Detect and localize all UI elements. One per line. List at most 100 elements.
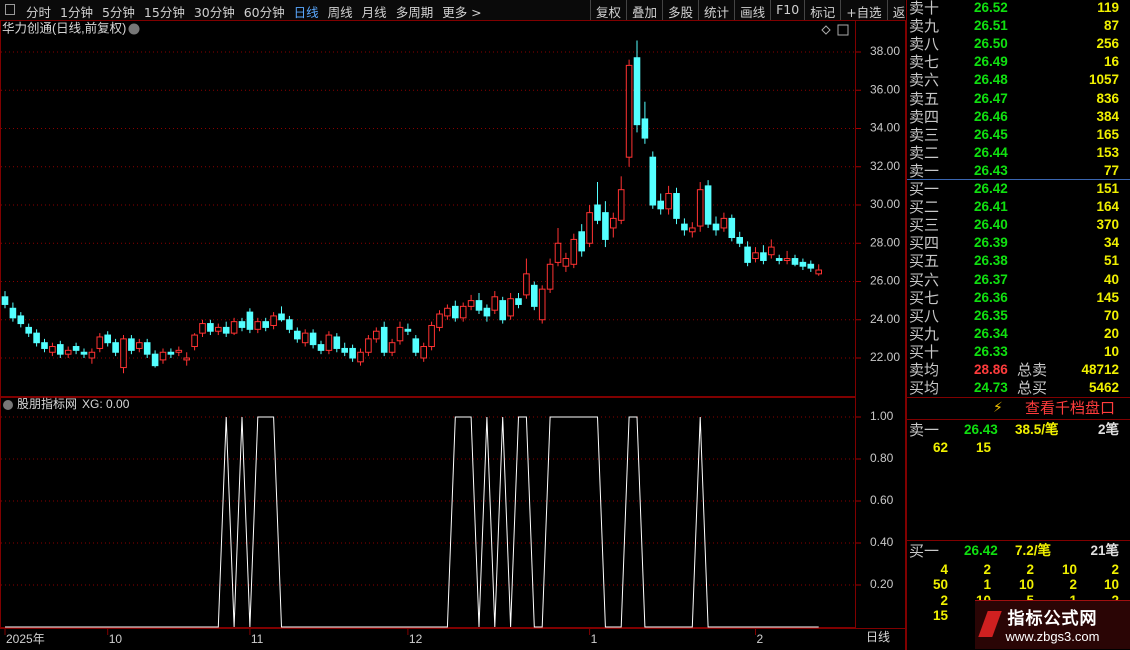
candle-body bbox=[562, 258, 570, 267]
candle-body bbox=[728, 217, 736, 239]
summary-label: 总买 bbox=[1017, 379, 1048, 397]
candle-body bbox=[128, 338, 135, 351]
tool-button[interactable]: 统计 bbox=[698, 0, 734, 20]
candle-body bbox=[183, 357, 190, 361]
candle-body bbox=[712, 223, 720, 231]
book-volume: 145 bbox=[1096, 289, 1119, 305]
book-volume: 70 bbox=[1103, 307, 1119, 323]
book-level: 买十 bbox=[909, 342, 940, 361]
date-label: 1 bbox=[591, 632, 598, 646]
tool-button[interactable]: 叠加 bbox=[626, 0, 662, 20]
title-menu-icon[interactable] bbox=[128, 23, 140, 35]
queue-order: 4 bbox=[940, 562, 948, 577]
queue-order: 1 bbox=[983, 577, 991, 593]
summary-price: 24.73 bbox=[974, 380, 1008, 395]
candle-body bbox=[570, 238, 578, 265]
book-price: 26.47 bbox=[974, 90, 1008, 106]
watermark-url: www.zbgs3.com bbox=[1005, 629, 1100, 644]
candle-body bbox=[625, 64, 633, 158]
book-price: 26.44 bbox=[974, 144, 1008, 160]
panel-divider bbox=[907, 540, 1130, 541]
indicator-frame bbox=[0, 397, 856, 628]
candle-body bbox=[104, 334, 112, 344]
y-tick-label: 22.00 bbox=[870, 350, 900, 364]
candle-body bbox=[704, 185, 712, 225]
period-tab[interactable]: 60分钟 bbox=[243, 5, 285, 20]
queue-order: 2 bbox=[1069, 577, 1077, 593]
candle-body bbox=[689, 227, 696, 233]
book-volume: 256 bbox=[1096, 36, 1119, 52]
candle-body bbox=[531, 284, 538, 307]
candle-body bbox=[657, 200, 665, 210]
y-tick-label: 0.20 bbox=[870, 577, 894, 591]
candle-body bbox=[17, 315, 25, 325]
candle-body bbox=[760, 252, 767, 261]
candle-body bbox=[491, 296, 499, 311]
panel-divider bbox=[907, 397, 1130, 398]
candle-body bbox=[72, 346, 80, 351]
tool-button[interactable]: 多股 bbox=[662, 0, 698, 20]
period-tab[interactable]: 5分钟 bbox=[101, 5, 135, 20]
period-tab[interactable]: 更多 > bbox=[442, 5, 482, 20]
book-volume: 836 bbox=[1096, 90, 1119, 106]
date-label: 2025年 bbox=[6, 632, 45, 646]
menu-icon[interactable] bbox=[5, 4, 15, 15]
panel-divider bbox=[907, 419, 1130, 420]
period-tab[interactable]: 周线 bbox=[327, 5, 353, 20]
candle-body bbox=[412, 338, 420, 353]
indicator-line bbox=[5, 416, 819, 628]
window-icon[interactable] bbox=[837, 24, 849, 36]
candle-body bbox=[752, 252, 759, 260]
period-tab[interactable]: 分时 bbox=[26, 5, 52, 20]
queue-order: 50 bbox=[932, 577, 948, 593]
tool-button[interactable]: 复权 bbox=[590, 0, 626, 20]
book-volume: 1057 bbox=[1088, 72, 1119, 88]
book-level: 买三 bbox=[909, 216, 940, 235]
depth-button[interactable]: 查看千档盘口 bbox=[1025, 399, 1116, 417]
summary-price: 28.86 bbox=[974, 362, 1008, 377]
candle-body bbox=[341, 347, 348, 353]
period-tab[interactable]: 多周期 bbox=[395, 5, 434, 20]
tool-button[interactable]: +自选 bbox=[840, 0, 886, 20]
candle-body bbox=[807, 263, 815, 269]
queue-order: 2 bbox=[940, 592, 948, 608]
candle-body bbox=[175, 349, 183, 353]
period-tab[interactable]: 15分钟 bbox=[143, 5, 185, 20]
diamond-icon[interactable] bbox=[821, 25, 831, 35]
period-tab[interactable]: 日线 bbox=[293, 5, 319, 20]
candle-body bbox=[49, 346, 56, 353]
candle-body bbox=[578, 231, 586, 252]
candle-body bbox=[404, 328, 412, 332]
candle-body bbox=[538, 288, 546, 321]
date-label: 10 bbox=[109, 632, 123, 646]
detail-count: 2笔 bbox=[1097, 422, 1119, 437]
book-level: 买七 bbox=[909, 288, 940, 307]
book-volume: 16 bbox=[1103, 54, 1119, 70]
book-level: 卖三 bbox=[909, 125, 940, 144]
indicator-menu-icon[interactable] bbox=[3, 400, 13, 410]
candle-body bbox=[365, 338, 372, 353]
candle-body bbox=[388, 342, 396, 353]
candle-body bbox=[641, 118, 649, 139]
tool-button[interactable]: 画线 bbox=[734, 0, 770, 20]
candle-body bbox=[665, 193, 672, 210]
candle-body bbox=[301, 332, 309, 344]
tool-button[interactable]: 标记 bbox=[804, 0, 840, 20]
detail-count: 21笔 bbox=[1090, 543, 1119, 558]
candle-body bbox=[120, 338, 127, 369]
y-tick-label: 38.00 bbox=[870, 44, 900, 58]
candle-body bbox=[207, 323, 214, 332]
candle-body bbox=[602, 212, 609, 240]
tool-button[interactable]: F10 bbox=[770, 0, 804, 20]
candle-body bbox=[143, 342, 151, 355]
period-tab[interactable]: 月线 bbox=[361, 5, 387, 20]
period-tab[interactable]: 1分钟 bbox=[60, 5, 93, 20]
period-tab[interactable]: 30分钟 bbox=[193, 5, 235, 20]
book-level: 卖二 bbox=[909, 143, 940, 162]
indicator-title: 股朋指标网 bbox=[17, 396, 77, 411]
period-tabs: 分时 1分钟 5分钟 15分钟 30分钟 60分钟 日线 周线 月线 多周期 更多 > bbox=[26, 2, 482, 21]
book-volume: 151 bbox=[1096, 181, 1119, 196]
candle-body bbox=[617, 189, 625, 221]
y-tick-label: 0.60 bbox=[870, 493, 894, 507]
